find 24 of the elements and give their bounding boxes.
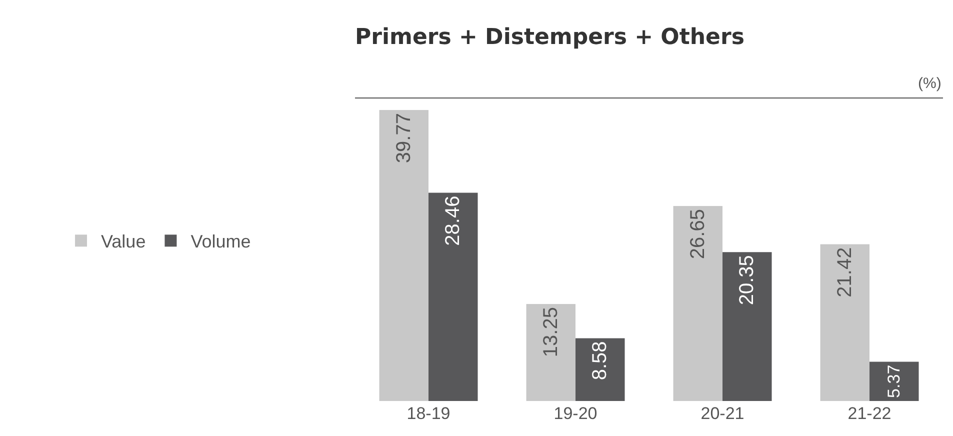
bar <box>379 110 428 401</box>
data-label: 28.46 <box>442 196 464 246</box>
bar <box>820 244 870 401</box>
bar <box>576 338 625 401</box>
legend-label: Volume <box>190 232 251 252</box>
data-label: 21.42 <box>834 247 856 298</box>
x-tick-label: 20-21 <box>700 404 744 423</box>
bar <box>526 304 576 401</box>
data-label: 5.37 <box>884 364 904 398</box>
chart-title: Primers + Distempers + Others <box>355 25 744 50</box>
bar <box>722 252 772 401</box>
data-label: 8.58 <box>589 341 612 380</box>
data-label: 26.65 <box>686 209 709 260</box>
x-tick-label: 19-20 <box>554 404 598 423</box>
legend-label: Value <box>101 232 146 252</box>
data-label: 20.35 <box>736 255 758 306</box>
text: (%) <box>918 75 942 92</box>
bar <box>870 362 919 401</box>
bar <box>428 192 478 401</box>
bar <box>673 206 722 401</box>
x-tick-label: 21-22 <box>848 404 892 423</box>
data-label: 39.77 <box>392 113 415 164</box>
x-tick-label: 18-19 <box>406 404 450 423</box>
data-label: 13.25 <box>540 307 562 358</box>
